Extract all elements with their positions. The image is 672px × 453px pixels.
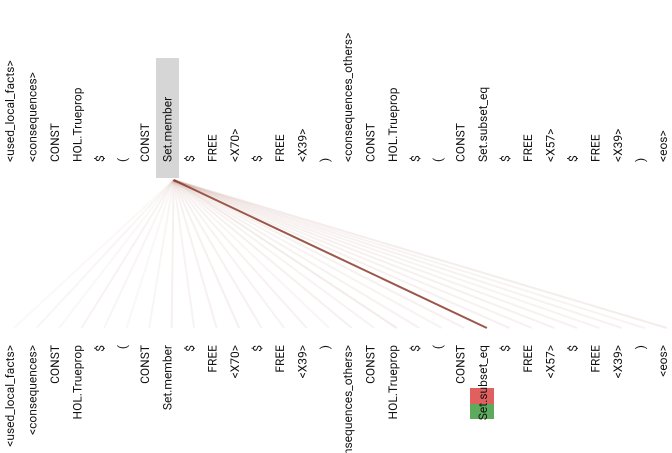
left-token: $ bbox=[566, 155, 580, 162]
left-token: ( bbox=[431, 158, 445, 162]
right-token: $ bbox=[408, 345, 422, 352]
left-token: HOL.Trueprop bbox=[386, 87, 400, 162]
right-token: ( bbox=[116, 345, 130, 349]
left-token: CONST bbox=[453, 123, 467, 162]
attention-line bbox=[173, 179, 623, 329]
right-token: FREE bbox=[521, 345, 535, 373]
right-token: CONST bbox=[453, 345, 467, 384]
attention-line bbox=[173, 179, 668, 329]
attention-line bbox=[173, 179, 465, 329]
attention-line bbox=[58, 179, 175, 329]
attention-line bbox=[172, 179, 241, 329]
left-token: Set.member bbox=[161, 97, 175, 162]
attention-line bbox=[173, 179, 555, 329]
left-token: <used_local_facts> bbox=[3, 60, 17, 162]
attention-line bbox=[173, 179, 533, 329]
right-token: FREE bbox=[273, 345, 287, 373]
right-token: $ bbox=[93, 345, 107, 352]
right-token: CONST bbox=[138, 345, 152, 384]
right-token: <consequences> bbox=[26, 345, 40, 435]
attention-line bbox=[172, 179, 218, 329]
left-token: ) bbox=[633, 158, 647, 162]
attention-line bbox=[172, 179, 286, 329]
left-token: <eos> bbox=[656, 130, 670, 162]
left-token: CONST bbox=[48, 123, 62, 162]
right-token: ) bbox=[318, 345, 332, 349]
right-token: <used_local_facts> bbox=[3, 345, 17, 447]
left-token: <X39> bbox=[296, 129, 310, 162]
left-token: CONST bbox=[138, 123, 152, 162]
right-token: <X70> bbox=[228, 345, 242, 378]
right-token: <consequences_others> bbox=[341, 345, 355, 453]
attention-line bbox=[173, 179, 488, 329]
attention-line bbox=[125, 179, 175, 329]
left-token: FREE bbox=[273, 134, 287, 162]
attention-line bbox=[172, 179, 353, 329]
right-token: ( bbox=[431, 345, 445, 349]
left-token: <X70> bbox=[228, 129, 242, 162]
head-color-green bbox=[470, 404, 494, 419]
right-token: <X39> bbox=[296, 345, 310, 378]
attention-line bbox=[172, 179, 330, 329]
attention-line bbox=[172, 179, 196, 329]
left-token: ( bbox=[116, 158, 130, 162]
left-token: $ bbox=[183, 155, 197, 162]
right-token: HOL.Trueprop bbox=[386, 345, 400, 420]
right-token: Set.member bbox=[161, 345, 175, 410]
left-token: Set.subset_eq bbox=[476, 87, 490, 162]
right-token: Set.subset_eq bbox=[476, 345, 490, 420]
left-token: HOL.Trueprop bbox=[71, 87, 85, 162]
right-token: <X57> bbox=[543, 345, 557, 378]
left-token: $ bbox=[498, 155, 512, 162]
right-token: <eos> bbox=[656, 345, 670, 377]
left-token: $ bbox=[251, 155, 265, 162]
attention-line bbox=[172, 179, 308, 329]
left-token: <consequences> bbox=[26, 72, 40, 162]
right-token: $ bbox=[251, 345, 265, 352]
query-highlight bbox=[156, 58, 179, 178]
attention-line bbox=[173, 179, 398, 329]
left-token: <X57> bbox=[543, 129, 557, 162]
right-token: ) bbox=[633, 345, 647, 349]
attention-line bbox=[172, 179, 263, 329]
attention-line bbox=[173, 179, 510, 329]
attention-line bbox=[80, 179, 175, 329]
attention-line bbox=[173, 179, 375, 329]
right-token: <X39> bbox=[611, 345, 625, 378]
left-token: $ bbox=[408, 155, 422, 162]
right-token: CONST bbox=[48, 345, 62, 384]
attention-line bbox=[173, 179, 600, 329]
head-color-red bbox=[470, 388, 494, 404]
attention-line bbox=[170, 179, 175, 329]
attention-line bbox=[103, 179, 175, 329]
right-token: $ bbox=[498, 345, 512, 352]
right-token: CONST bbox=[363, 345, 377, 384]
left-token: CONST bbox=[363, 123, 377, 162]
attention-line bbox=[173, 179, 645, 329]
right-token: FREE bbox=[206, 345, 220, 373]
right-token: HOL.Trueprop bbox=[71, 345, 85, 420]
attention-line bbox=[173, 179, 443, 329]
left-token: ) bbox=[318, 158, 332, 162]
attention-line bbox=[173, 179, 420, 329]
left-token: <X39> bbox=[611, 129, 625, 162]
left-token: <consequences_others> bbox=[341, 33, 355, 162]
left-token: FREE bbox=[206, 134, 220, 162]
left-token: FREE bbox=[588, 134, 602, 162]
left-token: $ bbox=[93, 155, 107, 162]
attention-line bbox=[35, 179, 175, 329]
left-token: FREE bbox=[521, 134, 535, 162]
right-token: $ bbox=[183, 345, 197, 352]
right-token: $ bbox=[566, 345, 580, 352]
attention-line bbox=[173, 179, 578, 329]
right-token: FREE bbox=[588, 345, 602, 373]
attention-line bbox=[148, 179, 175, 329]
